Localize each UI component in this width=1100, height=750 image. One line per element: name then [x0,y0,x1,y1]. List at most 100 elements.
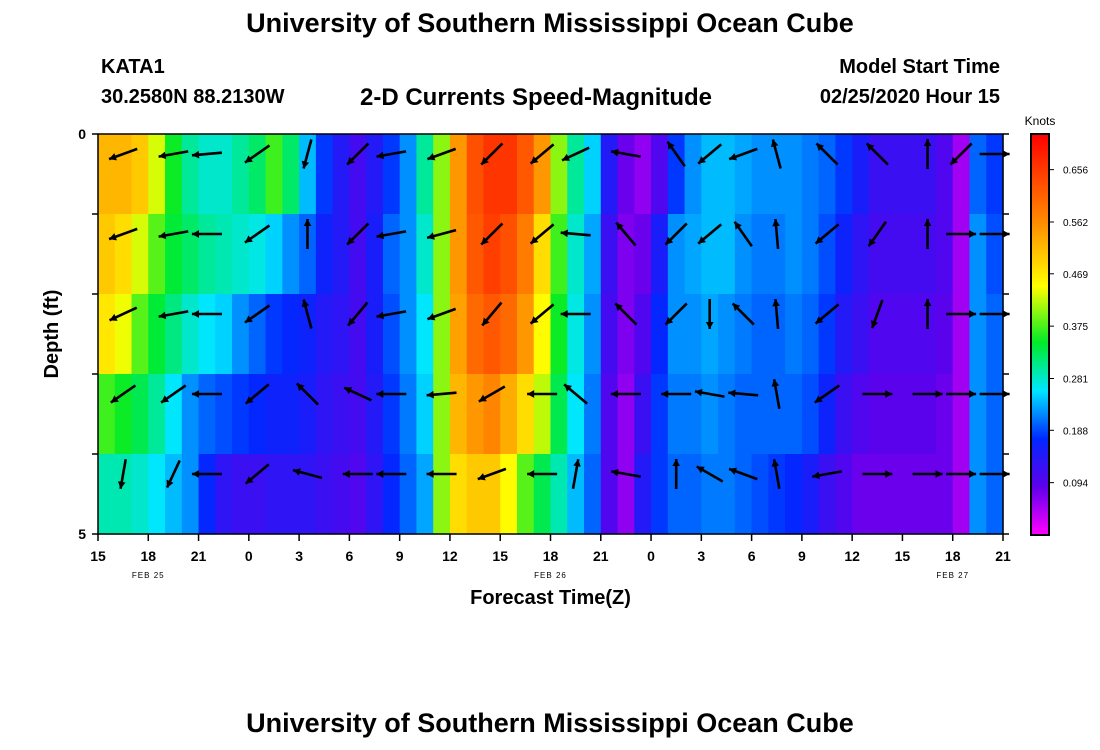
heatmap-cell [98,214,116,295]
heatmap-cell [986,134,1004,215]
heatmap-cell [148,294,166,375]
arrow-head [245,476,254,484]
arrow-head [347,236,355,245]
arrow-head [293,468,301,476]
heatmap-cell [584,454,602,535]
current-arrow [697,143,723,165]
heatmap-cell [600,294,619,375]
current-arrow [814,303,840,325]
heatmap-cell [868,214,887,295]
heatmap-cell [952,134,971,215]
heatmap-cell [617,214,635,295]
current-arrow [191,390,222,398]
arrow-head [729,153,738,161]
heatmap-cell [366,134,384,215]
current-arrow [346,222,370,246]
arrow-head [969,310,977,318]
heatmap-cell [667,294,686,375]
arrow-head [815,316,824,324]
arrow-head [611,468,619,477]
current-arrow [694,388,725,398]
arrow-head [923,139,932,147]
arrow-head [244,155,253,163]
arrow-head [158,311,167,320]
heatmap-cell [885,134,904,215]
current-arrow [529,223,555,245]
heatmap-cell [366,374,384,455]
colorbar-tick-label: 0.281 [1063,374,1088,385]
colorbar-tick-label: 0.562 [1063,218,1088,229]
heatmap-cell [801,214,820,295]
current-arrow [979,230,1010,238]
heatmap-cell [584,134,602,215]
heatmap-cell [248,214,267,295]
heatmap-cell [265,134,283,215]
heatmap-cell [852,374,870,455]
arrow-head [427,153,436,161]
heatmap-cell [801,294,820,375]
arrow-head [1002,150,1010,158]
arrow-head [376,390,384,398]
heatmap-cell [885,214,904,295]
heatmap-cell [550,134,568,215]
heatmap-cell [399,134,418,215]
arrow-head [245,396,254,404]
heatmap-cell [148,374,166,455]
current-arrow [244,383,270,405]
heatmap-cell [181,454,200,535]
heatmap-cell [265,294,283,375]
heatmap-cell [852,134,870,215]
y-tick-label: 5 [78,526,86,542]
current-arrow [376,150,407,160]
heatmap-cell [349,454,367,535]
heatmap-cell [801,374,820,455]
heatmap-cell [232,374,250,455]
heatmap-cell [466,294,485,375]
heatmap-cell [433,134,451,215]
heatmap-cell [516,134,535,215]
heatmap-cell [768,454,786,535]
heatmap-cell [701,374,719,455]
heatmap-cell [768,374,786,455]
arrow-head [667,141,675,150]
heatmap-cell [315,454,334,535]
arrow-head [1002,390,1010,398]
arrow-head [376,231,385,240]
arrow-head [870,320,879,329]
current-arrow [426,390,457,399]
heatmap-cell [684,374,702,455]
heatmap-cell [868,374,887,455]
current-arrow [813,384,841,404]
heatmap-cell [734,294,753,375]
heatmap-cell [734,214,753,295]
date-label: FEB 26 [534,571,567,580]
arrow-head [923,299,932,307]
arrow-head [814,395,823,403]
current-arrow [481,301,503,327]
heatmap-cell [801,134,820,215]
current-arrow [614,302,638,326]
x-tick-label: 18 [140,548,156,564]
station-coordinates: 30.2580N 88.2130W [101,86,285,108]
heatmap-cell [785,134,803,215]
heatmap-cell [533,214,552,295]
heatmap-cell [433,214,451,295]
heatmap-cell [282,134,300,215]
x-tick-label: 18 [945,548,961,564]
arrow-head [573,459,581,467]
arrow-head [427,232,435,240]
arrow-head [109,233,117,241]
heatmap-cell [902,454,920,535]
arrow-head [158,151,167,160]
colorbar: Knots 0.656 0.562 0.469 0.375 0.281 0.188 0.094 [1025,114,1088,536]
heatmap-cell [919,214,937,295]
heatmap-cell [667,374,686,455]
heatmap-cell [684,454,702,535]
arrow-head [481,236,489,245]
heatmap-cell [567,454,585,535]
heatmap-cell [98,294,116,375]
heatmap-cell [935,214,954,295]
arrow-head [564,384,572,392]
heatmap-cell [299,454,317,535]
